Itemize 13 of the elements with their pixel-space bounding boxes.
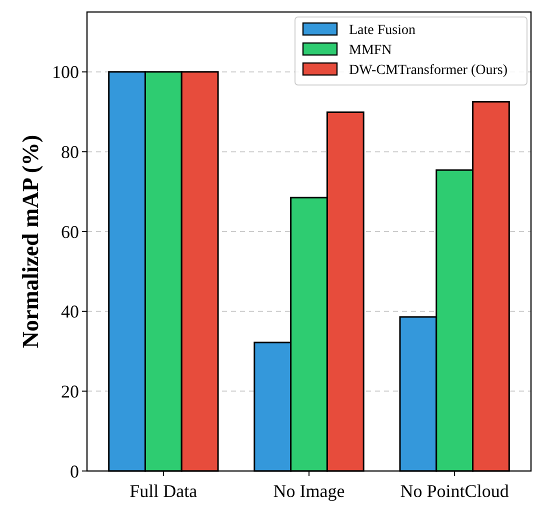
y-tick-label: 0	[70, 461, 79, 482]
y-tick-label: 80	[61, 142, 79, 162]
y-tick-label: 40	[61, 302, 79, 322]
legend-label: MMFN	[349, 42, 392, 58]
x-tick-label: No PointCloud	[400, 481, 509, 501]
legend-label: DW-CMTransformer (Ours)	[349, 62, 508, 78]
x-tick-label: Full Data	[130, 481, 198, 501]
y-tick-label: 60	[61, 222, 79, 242]
legend-label: Late Fusion	[349, 22, 416, 38]
y-tick-label: 20	[61, 381, 79, 402]
x-tick-label: No Image	[273, 481, 345, 501]
y-axis-title: Normalized mAP (%)	[18, 134, 43, 348]
y-tick-label: 100	[52, 62, 79, 82]
